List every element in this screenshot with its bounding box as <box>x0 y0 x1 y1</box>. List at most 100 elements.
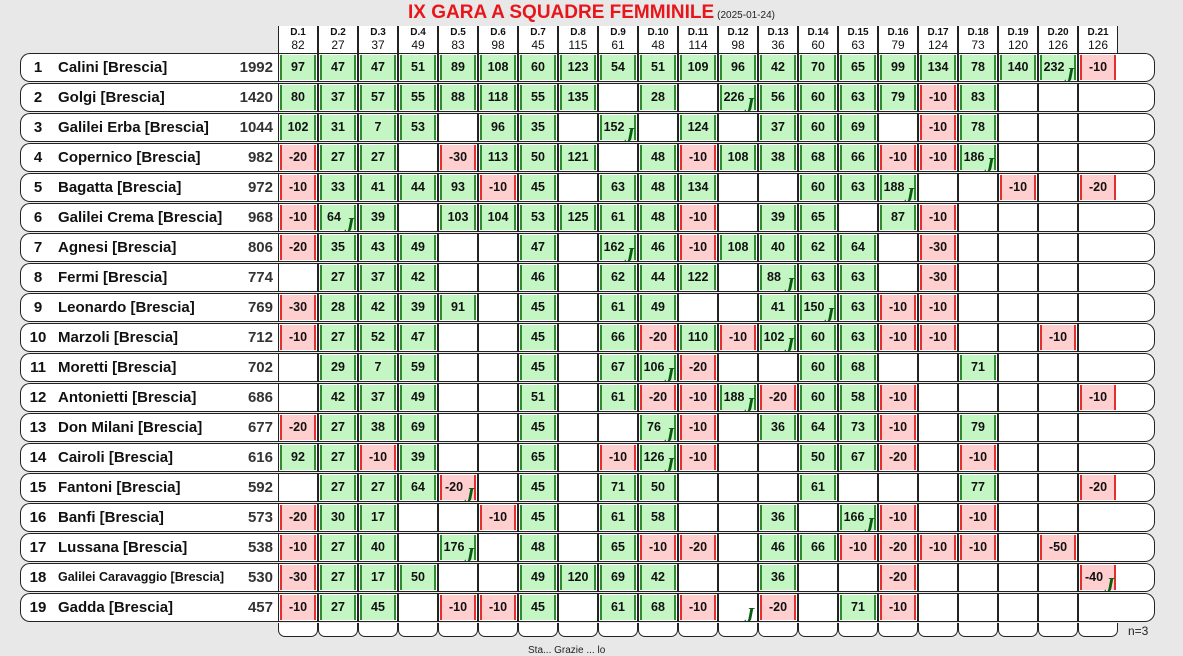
answer-cell[interactable]: 67 <box>838 443 878 472</box>
answer-cell[interactable]: 48 <box>638 173 678 202</box>
answer-cell[interactable]: 33 <box>318 173 358 202</box>
answer-cell[interactable]: -20 <box>1078 473 1118 502</box>
answer-cell[interactable] <box>1078 203 1118 232</box>
answer-cell[interactable]: 41 <box>758 293 798 322</box>
answer-cell[interactable] <box>478 233 518 262</box>
answer-cell[interactable]: 43 <box>358 233 398 262</box>
answer-cell[interactable]: -10 <box>278 533 318 562</box>
answer-cell[interactable]: 45 <box>358 593 398 622</box>
answer-cell[interactable]: 63 <box>838 83 878 112</box>
answer-cell[interactable]: 60 <box>798 323 838 352</box>
answer-cell[interactable]: 106 J <box>638 353 678 382</box>
answer-cell[interactable]: 99 <box>878 53 918 82</box>
answer-cell[interactable]: -30 <box>918 233 958 262</box>
answer-cell[interactable]: -10 <box>678 383 718 412</box>
answer-cell[interactable]: 166 J <box>838 503 878 532</box>
answer-cell[interactable]: 53 <box>398 113 438 142</box>
team-name[interactable]: Agnesi [Brescia] <box>58 239 177 256</box>
answer-cell[interactable] <box>398 503 438 532</box>
answer-cell[interactable] <box>958 263 998 292</box>
answer-cell[interactable]: 27 <box>318 443 358 472</box>
answer-cell[interactable]: 76 J <box>638 413 678 442</box>
answer-cell[interactable]: -10 <box>918 533 958 562</box>
answer-cell[interactable]: 31 <box>318 113 358 142</box>
answer-cell[interactable]: -30 <box>438 143 478 172</box>
answer-cell[interactable]: 30 <box>318 503 358 532</box>
answer-cell[interactable]: -10 <box>878 293 918 322</box>
answer-cell[interactable]: -10 <box>918 203 958 232</box>
answer-cell[interactable] <box>558 533 598 562</box>
answer-cell[interactable]: 50 <box>398 563 438 592</box>
answer-cell[interactable]: 60 <box>798 83 838 112</box>
answer-cell[interactable]: 51 <box>518 383 558 412</box>
answer-cell[interactable]: 27 <box>318 323 358 352</box>
answer-cell[interactable] <box>1038 593 1078 622</box>
answer-cell[interactable]: -10 <box>918 113 958 142</box>
answer-cell[interactable]: 66 <box>798 533 838 562</box>
answer-cell[interactable]: 97 <box>278 53 318 82</box>
answer-cell[interactable]: 46 <box>758 533 798 562</box>
answer-cell[interactable]: 46 <box>518 263 558 292</box>
answer-cell[interactable]: 124 <box>678 113 718 142</box>
answer-cell[interactable]: 48 <box>638 143 678 172</box>
answer-cell[interactable]: 39 <box>398 443 438 472</box>
answer-cell[interactable] <box>998 233 1038 262</box>
answer-cell[interactable] <box>798 503 838 532</box>
answer-cell[interactable]: 59 <box>398 353 438 382</box>
answer-cell[interactable] <box>878 353 918 382</box>
answer-cell[interactable]: 78 <box>958 53 998 82</box>
answer-cell[interactable]: -10 <box>478 503 518 532</box>
answer-cell[interactable]: -10 <box>278 323 318 352</box>
answer-cell[interactable]: 37 <box>358 263 398 292</box>
answer-cell[interactable] <box>878 113 918 142</box>
answer-cell[interactable]: 27 <box>318 413 358 442</box>
answer-cell[interactable] <box>1038 473 1078 502</box>
answer-cell[interactable] <box>918 443 958 472</box>
answer-cell[interactable] <box>758 173 798 202</box>
answer-cell[interactable] <box>1078 143 1118 172</box>
answer-cell[interactable]: -20 <box>278 503 318 532</box>
answer-cell[interactable]: 60 <box>798 353 838 382</box>
answer-cell[interactable] <box>998 473 1038 502</box>
answer-cell[interactable]: 125 <box>558 203 598 232</box>
answer-cell[interactable]: -10 <box>678 593 718 622</box>
answer-cell[interactable]: 42 <box>358 293 398 322</box>
answer-cell[interactable] <box>1078 503 1118 532</box>
answer-cell[interactable]: 57 <box>358 83 398 112</box>
answer-cell[interactable]: 49 <box>398 383 438 412</box>
answer-cell[interactable]: 47 <box>398 323 438 352</box>
answer-cell[interactable]: 52 <box>358 323 398 352</box>
answer-cell[interactable] <box>558 263 598 292</box>
answer-cell[interactable]: 188 J <box>878 173 918 202</box>
answer-cell[interactable]: 27 <box>318 563 358 592</box>
answer-cell[interactable]: 63 <box>838 323 878 352</box>
answer-cell[interactable] <box>558 113 598 142</box>
answer-cell[interactable]: 121 <box>558 143 598 172</box>
answer-cell[interactable]: -10 <box>878 593 918 622</box>
answer-cell[interactable] <box>438 353 478 382</box>
answer-cell[interactable]: 27 <box>318 533 358 562</box>
answer-cell[interactable] <box>438 443 478 472</box>
answer-cell[interactable] <box>1038 353 1078 382</box>
answer-cell[interactable]: -20 <box>678 353 718 382</box>
answer-cell[interactable]: 232 J <box>1038 53 1078 82</box>
answer-cell[interactable]: 188 J <box>718 383 758 412</box>
answer-cell[interactable] <box>878 233 918 262</box>
answer-cell[interactable]: 45 <box>518 173 558 202</box>
answer-cell[interactable]: 40 <box>358 533 398 562</box>
answer-cell[interactable]: 65 <box>598 533 638 562</box>
answer-cell[interactable] <box>958 563 998 592</box>
answer-cell[interactable]: 47 <box>358 53 398 82</box>
answer-cell[interactable]: 47 <box>518 233 558 262</box>
answer-cell[interactable] <box>678 473 718 502</box>
answer-cell[interactable] <box>278 473 318 502</box>
answer-cell[interactable] <box>718 503 758 532</box>
answer-cell[interactable]: 49 <box>518 563 558 592</box>
answer-cell[interactable] <box>558 503 598 532</box>
answer-cell[interactable] <box>998 413 1038 442</box>
answer-cell[interactable]: 27 <box>318 473 358 502</box>
answer-cell[interactable]: J <box>718 593 758 622</box>
answer-cell[interactable]: 123 <box>558 53 598 82</box>
answer-cell[interactable]: 50 <box>518 143 558 172</box>
answer-cell[interactable]: 80 <box>278 83 318 112</box>
